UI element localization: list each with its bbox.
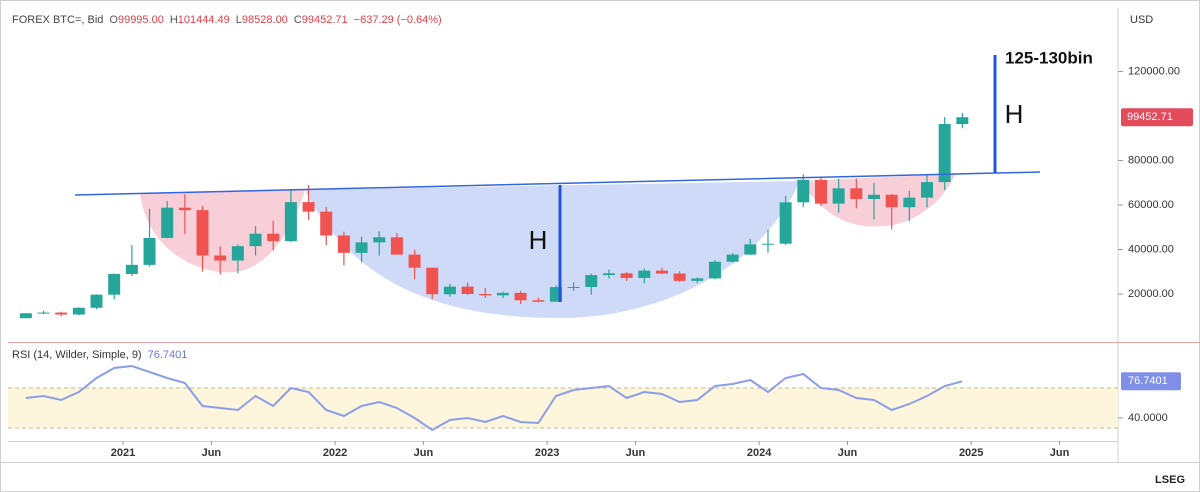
header: FOREX BTC=, Bid O99995.00 H101444.49 L98528…	[12, 14, 442, 26]
annotation: 125-130bin	[1005, 48, 1093, 67]
candle-body	[249, 233, 262, 247]
x-tick-label: Jun	[202, 447, 222, 459]
candle-body	[443, 286, 456, 295]
x-tick-label: 2022	[323, 447, 347, 459]
last-rsi-label: 76.7401	[1128, 375, 1168, 387]
y-tick-label: 60000.00	[1128, 199, 1174, 211]
last-price-label: 99452.71	[1127, 111, 1173, 123]
candle-body	[620, 273, 633, 278]
candle-body	[956, 117, 969, 125]
neckline	[74, 171, 1041, 196]
candle-body	[602, 273, 615, 276]
ohlc-label: L	[236, 14, 242, 26]
candle-body	[373, 237, 386, 243]
x-tick-label: Jun	[626, 447, 646, 459]
candle-body	[832, 188, 845, 204]
candle-body	[691, 278, 704, 281]
candle-body	[302, 202, 315, 212]
left-shoulder	[140, 190, 305, 273]
candle-body	[284, 202, 297, 242]
last-price-box	[1121, 108, 1193, 127]
candle-body	[426, 267, 439, 295]
ohlc-value: 99452.71	[302, 14, 348, 26]
ohlc-label: C	[294, 14, 302, 26]
candle-body	[178, 207, 191, 211]
candle-body	[938, 124, 951, 183]
x-tick-label: Jun	[838, 447, 858, 459]
y-tick-label: 80000.00	[1128, 154, 1174, 166]
x-tick-label: 2024	[747, 447, 772, 459]
logo: LSEG	[1155, 474, 1185, 486]
y-tick-label: 120000.00	[1128, 65, 1180, 77]
candle-body	[355, 242, 368, 253]
candle-body	[143, 237, 156, 265]
candle-body	[585, 275, 598, 287]
x-tick-label: Jun	[414, 447, 434, 459]
x-tick-label: 2021	[111, 447, 135, 459]
candle-body	[408, 254, 421, 268]
ohlc-label: O	[109, 14, 118, 26]
y-tick-label: 40.0000	[1128, 412, 1168, 424]
ohlc-label: H	[170, 14, 178, 26]
ohlc-value: 99995.00	[118, 14, 164, 26]
last-rsi-box	[1121, 372, 1181, 391]
axis-unit: USD	[1130, 14, 1153, 26]
symbol: FOREX BTC=, Bid	[12, 14, 103, 26]
candle-body	[761, 243, 774, 245]
rsi-line	[25, 364, 963, 432]
candle-body	[125, 264, 138, 274]
ohlc-value: 101444.49	[178, 14, 230, 26]
candle-body	[532, 300, 545, 302]
candle-body	[37, 312, 50, 314]
candle-body	[461, 286, 474, 294]
rsi-name: RSI (14, Wilder, Simple, 9)	[12, 349, 142, 361]
candle-body	[921, 182, 934, 198]
candle-body	[19, 313, 32, 319]
x-tick-label: 2025	[959, 447, 983, 459]
candle-body	[708, 261, 721, 279]
candle-body	[390, 237, 403, 255]
candle-body	[496, 292, 509, 296]
candle-body	[567, 286, 580, 288]
candle-body	[885, 194, 898, 208]
candle-body	[337, 235, 350, 253]
candle-body	[779, 202, 792, 244]
y-tick-label: 40000.00	[1128, 243, 1174, 255]
candle-body	[514, 292, 527, 301]
x-tick-label: 2023	[535, 447, 559, 459]
annotation: H	[1005, 99, 1024, 129]
candle-body	[479, 293, 492, 296]
ohlc-value: 98528.00	[242, 14, 288, 26]
candle-body	[214, 255, 227, 261]
rsi-title: RSI (14, Wilder, Simple, 9) 76.7401	[12, 349, 187, 361]
candle-body	[903, 197, 916, 208]
candle-body	[655, 270, 668, 274]
candle-body	[320, 211, 333, 236]
x-tick-label: Jun	[1050, 447, 1070, 459]
candle-body	[814, 179, 827, 204]
candle-body	[231, 246, 244, 261]
rsi-value: 76.7401	[148, 349, 188, 361]
candle-body	[55, 312, 68, 315]
candle-body	[638, 270, 651, 278]
annotation: H	[529, 225, 548, 255]
candle-body	[108, 273, 121, 295]
candle-body	[850, 188, 863, 199]
candle-body	[161, 207, 174, 238]
candle-body	[867, 194, 880, 199]
candle-body	[673, 273, 686, 281]
change: −637.29 (−0.64%)	[354, 14, 442, 26]
candle-body	[72, 307, 85, 315]
candle-body	[196, 210, 209, 256]
candle-body	[744, 244, 757, 255]
candle-body	[90, 294, 103, 308]
candle-body	[797, 179, 810, 203]
y-tick-label: 20000.00	[1128, 288, 1174, 300]
candle-body	[267, 233, 280, 242]
candle-body	[726, 254, 739, 262]
